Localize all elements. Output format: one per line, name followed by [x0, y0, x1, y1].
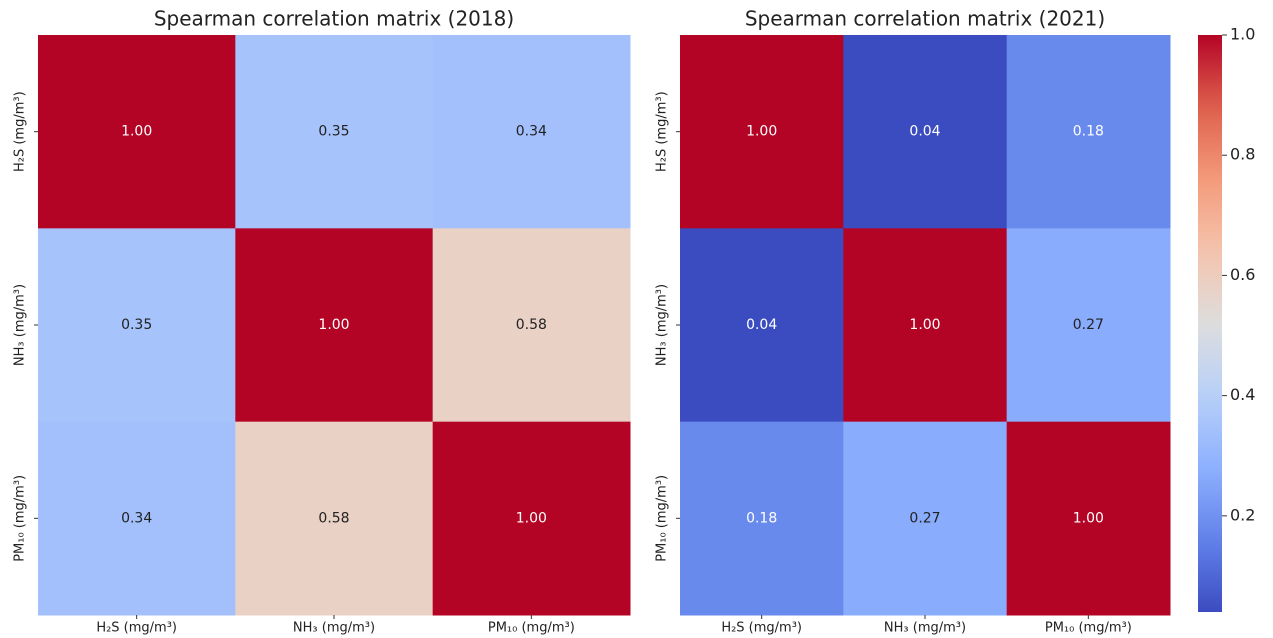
heatmap-cell: [843, 421, 1008, 616]
colorbar-tick-label: 0.8: [1230, 145, 1255, 164]
x-tick-label: NH₃ (mg/m³): [884, 621, 966, 636]
cell-label: 0.04: [909, 124, 940, 140]
heatmap-cell: [680, 228, 844, 423]
cell-label: 0.58: [516, 317, 547, 333]
cell-label: 1.00: [909, 317, 940, 333]
cell-label: 0.27: [1073, 317, 1104, 333]
cell-label: 0.35: [318, 124, 349, 140]
cell-label: 1.00: [746, 124, 777, 140]
heatmap-cell: [843, 228, 1008, 423]
heatmap-cell: [680, 421, 844, 616]
colorbar: [1198, 35, 1222, 612]
colorbar-tick-label: 0.2: [1230, 505, 1255, 524]
colorbar-tick-label: 1.0: [1230, 25, 1255, 44]
x-tick-label: PM₁₀ (mg/m³): [488, 621, 575, 636]
x-tick-label: NH₃ (mg/m³): [293, 621, 375, 636]
y-tick-label: PM₁₀ (mg/m³): [13, 475, 28, 562]
colorbar-tick-label: 0.6: [1230, 265, 1255, 284]
heatmap-cell: [432, 228, 631, 423]
cell-label: 1.00: [318, 317, 349, 333]
x-tick-label: H₂S (mg/m³): [721, 621, 802, 636]
y-tick-label: NH₃ (mg/m³): [13, 284, 28, 366]
colorbar-tick-label: 0.4: [1230, 385, 1255, 404]
y-tick-label: PM₁₀ (mg/m³): [655, 475, 670, 562]
x-tick-label: H₂S (mg/m³): [96, 621, 177, 636]
heatmap-cell: [432, 35, 631, 229]
heatmap-cell: [38, 228, 236, 423]
heatmap-cell: [680, 35, 844, 229]
cell-label: 0.35: [121, 317, 152, 333]
y-tick-label: H₂S (mg/m³): [13, 91, 28, 172]
x-tick-label: PM₁₀ (mg/m³): [1045, 621, 1132, 636]
heatmap-cell: [38, 35, 236, 229]
chart-title: Spearman correlation matrix (2021): [745, 7, 1105, 31]
cell-label: 0.04: [746, 317, 777, 333]
cell-label: 1.00: [516, 510, 547, 526]
cell-label: 0.34: [516, 124, 547, 140]
cell-label: 0.58: [318, 510, 349, 526]
chart-title: Spearman correlation matrix (2018): [154, 7, 514, 31]
heatmap-cell: [432, 421, 631, 616]
cell-label: 0.27: [909, 510, 940, 526]
cell-label: 0.18: [746, 510, 777, 526]
heatmap-cell: [1006, 228, 1171, 423]
heatmap-cell: [235, 35, 434, 229]
cell-label: 0.18: [1073, 124, 1104, 140]
cell-label: 1.00: [121, 124, 152, 140]
heatmap-cell: [235, 421, 434, 616]
heatmap-cell: [38, 421, 236, 616]
y-tick-label: H₂S (mg/m³): [655, 91, 670, 172]
heatmap-cell: [1006, 421, 1171, 616]
cell-label: 1.00: [1073, 510, 1104, 526]
heatmap-cell: [843, 35, 1008, 229]
heatmap-cell: [1006, 35, 1171, 229]
cell-label: 0.34: [121, 510, 152, 526]
heatmap-cell: [235, 228, 434, 423]
y-tick-label: NH₃ (mg/m³): [655, 284, 670, 366]
